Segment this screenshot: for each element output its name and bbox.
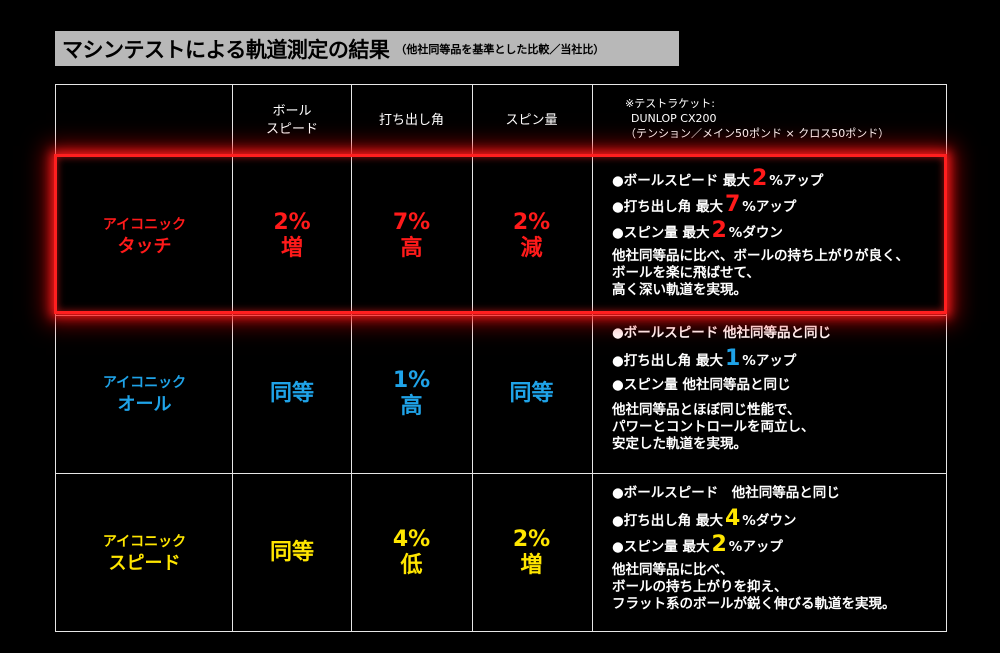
product-touch-line2: タッチ xyxy=(117,235,172,257)
touch-speed-value: 2% xyxy=(273,209,311,235)
header-ball-speed-line1: ボール xyxy=(272,104,312,119)
touch-speed-word: 増 xyxy=(280,235,303,261)
product-all: アイコニック オール xyxy=(57,316,232,472)
speed-ball-speed: 同等 xyxy=(233,474,351,631)
touch-bullet-speed: ●ボールスピード 最大2 %アップ xyxy=(612,166,824,191)
speed-bullet-angle: ●打ち出し角 最大4 %ダウン xyxy=(612,506,797,531)
page-title: マシンテストによる軌道測定の結果 xyxy=(62,37,390,62)
speed-summary: 他社同等品に比べ、 ボールの持ち上がりを抑え、 フラット系のボールが鋭く伸びる軌… xyxy=(612,562,896,612)
results-table xyxy=(55,84,947,632)
page-subtitle: （他社同等品を基準とした比較／当社比） xyxy=(395,42,605,56)
touch-bullet-angle: ●打ち出し角 最大7 %アップ xyxy=(612,192,797,217)
touch-spin-word: 減 xyxy=(520,235,543,261)
speed-bullet-speed: ●ボールスピード 他社同等品と同じ xyxy=(612,485,840,501)
all-launch-angle: 1% 高 xyxy=(352,316,471,472)
note-line3: （テンション／メイン50ポンド × クロス50ポンド） xyxy=(625,127,890,140)
touch-launch-angle: 7% 高 xyxy=(352,157,471,314)
product-speed: アイコニック スピード xyxy=(57,474,232,631)
all-bullet-angle: ●打ち出し角 最大1 %アップ xyxy=(612,346,797,371)
row-divider xyxy=(56,315,946,316)
speed-angle-word: 低 xyxy=(400,552,423,578)
header-launch-angle: 打ち出し角 xyxy=(378,113,444,128)
column-divider xyxy=(351,85,352,631)
speed-speed-value: 同等 xyxy=(269,539,314,565)
speed-description: ●ボールスピード 他社同等品と同じ ●打ち出し角 最大4 %ダウン ●スピン量 最… xyxy=(612,480,942,613)
header-spin: スピン量 xyxy=(505,113,558,128)
product-touch-line1: アイコニック xyxy=(102,216,187,233)
speed-spin-value: 2% xyxy=(512,526,551,552)
all-angle-word: 高 xyxy=(400,394,423,419)
speed-spin: 2% 増 xyxy=(472,474,591,631)
column-divider xyxy=(592,85,593,631)
touch-angle-value: 7% xyxy=(392,209,431,235)
product-touch: アイコニック タッチ xyxy=(57,157,232,314)
touch-description: ●ボールスピード 最大2 %アップ ●打ち出し角 最大7 %アップ ●スピン量 最大… xyxy=(612,166,942,299)
all-spin-value: 同等 xyxy=(509,381,554,406)
touch-summary: 他社同等品に比べ、ボールの持ち上がりが良く、 ボールを楽に飛ばせて、 高く深い軌… xyxy=(612,248,909,298)
touch-angle-word: 高 xyxy=(400,235,423,261)
speed-launch-angle: 4% 低 xyxy=(352,474,471,631)
row-divider xyxy=(56,473,946,474)
all-spin: 同等 xyxy=(472,316,591,472)
product-speed-line1: アイコニック xyxy=(102,533,187,550)
product-all-line1: アイコニック xyxy=(102,375,187,391)
speed-bullet-spin: ●スピン量 最大2 %アップ xyxy=(612,532,783,557)
header-ball-speed: ボール スピード xyxy=(233,86,351,156)
all-angle-value: 1% xyxy=(392,368,431,393)
speed-spin-word: 増 xyxy=(520,552,543,578)
note-line1: ※テストラケット: xyxy=(625,97,715,110)
touch-ball-speed: 2% 増 xyxy=(233,157,351,314)
product-speed-line2: スピード xyxy=(108,552,181,574)
touch-bullet-spin: ●スピン量 最大2 %ダウン xyxy=(612,218,783,243)
speed-angle-value: 4% xyxy=(392,526,431,552)
touch-spin: 2% 減 xyxy=(472,157,591,314)
all-speed-value: 同等 xyxy=(269,381,314,406)
title-bar: マシンテストによる軌道測定の結果 （他社同等品を基準とした比較／当社比） xyxy=(55,31,679,66)
touch-highlight-frame xyxy=(54,154,947,314)
touch-spin-value: 2% xyxy=(512,209,551,235)
all-bullet-spin: ●スピン量 他社同等品と同じ xyxy=(612,377,791,393)
all-summary: 他社同等品とほぼ同じ性能で、 パワーとコントロールを両立し、 安定した軌道を実現… xyxy=(612,402,815,452)
all-bullet-speed: ●ボールスピード 他社同等品と同じ xyxy=(612,325,831,341)
column-divider xyxy=(232,85,233,631)
product-all-line2: オール xyxy=(117,394,172,415)
note-line2: DUNLOP CX200 xyxy=(631,112,717,125)
all-ball-speed: 同等 xyxy=(233,316,351,472)
all-description: ●ボールスピード 他社同等品と同じ ●打ち出し角 最大1 %アップ ●スピン量 他… xyxy=(612,320,942,453)
header-ball-speed-line2: スピード xyxy=(265,122,318,137)
column-divider xyxy=(472,85,473,631)
test-racket-note: ※テストラケット: DUNLOP CX200 （テンション／メイン50ポンド ×… xyxy=(625,96,945,141)
